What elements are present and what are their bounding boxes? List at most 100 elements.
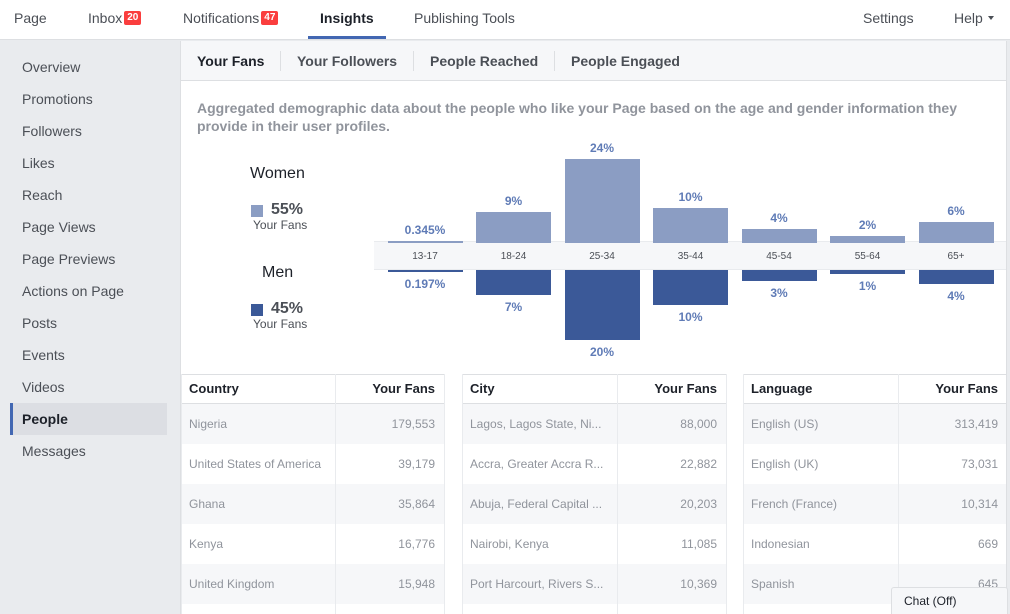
notifications-count-badge: 47 <box>261 11 279 26</box>
women-bar <box>830 236 905 243</box>
city-table: City Your Fans Lagos, Lagos State, Ni... 88… <box>462 374 727 614</box>
fan-count-cell: 88,000 <box>680 417 717 431</box>
column-divider <box>617 374 618 614</box>
your-fans-column-header[interactable]: Your Fans <box>654 381 717 396</box>
city-name-cell: Accra, Greater Accra R... <box>470 457 604 471</box>
women-bar-label: 0.345% <box>404 223 446 237</box>
nav-inbox-label: Inbox <box>88 10 123 26</box>
men-bar-label: 4% <box>947 289 965 303</box>
women-bar <box>653 208 728 243</box>
sidebar-item-messages[interactable]: Messages <box>22 443 86 459</box>
table-row: Port Harcourt, Rivers S... 10,369 <box>463 564 726 604</box>
men-bar-label: 20% <box>589 345 615 359</box>
legend-women-title: Women <box>250 165 305 182</box>
fan-count-cell: 11,085 <box>681 537 717 551</box>
sidebar-item-events[interactable]: Events <box>22 347 65 363</box>
country-table-header: Country Your Fans <box>182 374 444 404</box>
sidebar-item-overview[interactable]: Overview <box>22 59 81 75</box>
women-bar-label: 2% <box>858 218 877 232</box>
tab-your-fans[interactable]: Your Fans <box>197 53 265 69</box>
your-fans-column-header[interactable]: Your Fans <box>372 381 435 396</box>
nav-help[interactable]: Help <box>954 0 994 38</box>
country-name-cell: United States of America <box>189 457 322 471</box>
your-fans-column-header[interactable]: Your Fans <box>935 381 998 396</box>
nav-page[interactable]: Page <box>14 0 47 38</box>
sidebar-item-posts[interactable]: Posts <box>22 315 58 331</box>
country-table: Country Your Fans Nigeria 179,553 United Sta… <box>181 374 445 614</box>
sidebar-item-followers[interactable]: Followers <box>22 123 82 139</box>
legend-women-pct: 55% <box>271 201 304 218</box>
sidebar-item-likes[interactable]: Likes <box>22 155 55 171</box>
sidebar-item-reach[interactable]: Reach <box>22 187 63 203</box>
men-bar <box>918 270 994 284</box>
age-tick-label: 55-64 <box>854 251 881 262</box>
table-row: Lagos, Lagos State, Ni... 88,000 <box>463 404 726 444</box>
subtabs: Your Fans Your Followers People Reached … <box>181 41 1006 81</box>
sidebar-item-actions-on-page[interactable]: Actions on Page <box>22 283 124 299</box>
country-name-cell: United Kingdom <box>189 577 275 591</box>
tab-people-engaged[interactable]: People Engaged <box>571 53 680 69</box>
women-bar-label: 9% <box>504 193 523 208</box>
nav-insights[interactable]: Insights <box>308 0 386 39</box>
men-bar-label: 7% <box>504 299 523 314</box>
country-name-cell: Ghana <box>189 497 226 511</box>
nav-insights-label: Insights <box>320 10 374 26</box>
table-row: English (US) 313,419 <box>744 404 1006 444</box>
fan-count-cell: 16,776 <box>398 537 435 551</box>
top-nav: Page Inbox 20 Notifications 47 Insights Pu… <box>0 0 1010 40</box>
sidebar: Overview Promotions Followers Likes Reach Pag… <box>0 41 179 614</box>
fan-count-cell: 179,553 <box>391 417 435 431</box>
nav-settings-label: Settings <box>863 10 914 26</box>
age-tick-label: 35-44 <box>677 251 704 262</box>
women-bar-label: 6% <box>947 204 965 218</box>
language-name-cell: English (UK) <box>751 457 819 471</box>
men-bar <box>653 270 728 305</box>
country-column-header[interactable]: Country <box>189 381 239 396</box>
column-divider <box>335 374 336 614</box>
nav-settings[interactable]: Settings <box>863 0 914 38</box>
men-swatch <box>251 304 263 316</box>
tab-your-followers[interactable]: Your Followers <box>297 53 398 69</box>
fan-count-cell: 20,203 <box>680 497 717 511</box>
men-bar-label: 3% <box>770 285 788 300</box>
age-tick-label: 65+ <box>947 251 965 262</box>
sidebar-item-page-previews[interactable]: Page Previews <box>22 251 116 267</box>
fan-count-cell: 313,419 <box>954 417 998 431</box>
language-column-header[interactable]: Language <box>751 381 813 396</box>
nav-page-label: Page <box>14 10 47 26</box>
city-column-header[interactable]: City <box>470 381 495 396</box>
sidebar-item-page-views[interactable]: Page Views <box>22 219 96 235</box>
men-bar <box>564 270 640 340</box>
women-bar <box>564 159 640 243</box>
nav-publishing-tools[interactable]: Publishing Tools <box>414 0 515 38</box>
sidebar-item-promotions[interactable]: Promotions <box>22 91 93 107</box>
fan-count-cell: 10,314 <box>961 497 998 511</box>
inbox-count-badge: 20 <box>124 11 142 26</box>
age-tick-label: 25-34 <box>589 251 615 262</box>
legend-women-sub: Your Fans <box>253 218 308 232</box>
men-bar-label: 1% <box>858 278 877 293</box>
tab-people-reached[interactable]: People Reached <box>430 53 539 69</box>
fan-count-cell: 39,179 <box>398 457 435 471</box>
main-panel: Your Fans Your Followers People Reached … <box>180 41 1007 614</box>
sidebar-item-videos[interactable]: Videos <box>22 379 65 395</box>
women-bar-label: 4% <box>770 211 788 225</box>
legend-men-sub: Your Fans <box>253 317 308 331</box>
tab-divider <box>554 51 555 71</box>
sidebar-item-people[interactable]: People <box>10 403 167 435</box>
chat-toggle-button[interactable]: Chat (Off) <box>891 587 1008 614</box>
fan-count-cell: 10,369 <box>680 577 717 591</box>
fan-count-cell: 35,864 <box>398 497 435 511</box>
table-row: Accra, Greater Accra R... 22,882 <box>463 444 726 484</box>
nav-inbox[interactable]: Inbox 20 <box>88 0 142 38</box>
language-name-cell: Indonesian <box>751 537 810 551</box>
women-bar <box>476 211 551 243</box>
column-divider <box>898 374 899 614</box>
table-row: United Kingdom 15,948 <box>182 564 444 604</box>
fan-count-cell: 669 <box>977 537 998 551</box>
nav-notifications[interactable]: Notifications 47 <box>183 0 279 38</box>
fan-count-cell: 22,882 <box>680 457 717 471</box>
country-name-cell: Kenya <box>189 537 224 551</box>
tab-divider <box>280 51 281 71</box>
tab-divider <box>413 51 414 71</box>
